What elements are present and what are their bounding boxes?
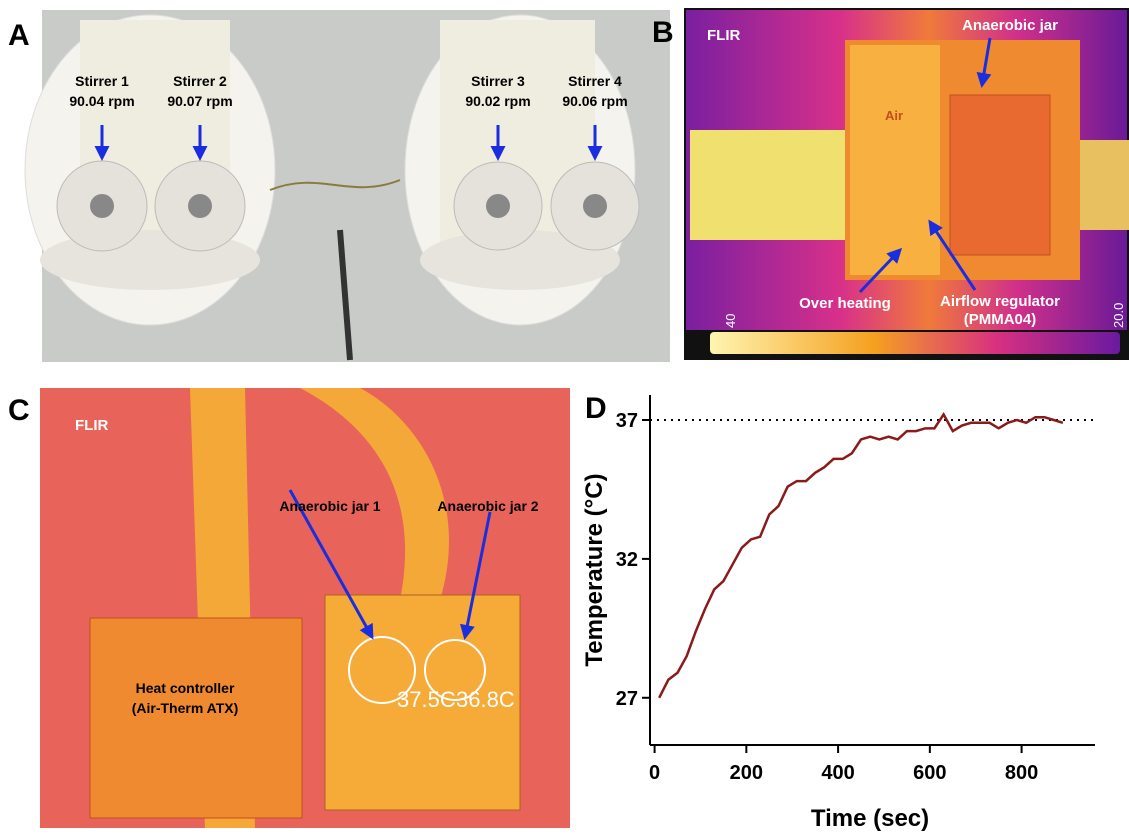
x-tick-label: 200: [730, 762, 763, 784]
annotation: Over heating: [799, 295, 891, 312]
stirrer-name: Stirrer 2: [173, 73, 227, 89]
brand-logo: FLIR: [75, 417, 108, 434]
stirrer-name: Stirrer 3: [471, 73, 525, 89]
annotation: Anaerobic jar: [962, 17, 1058, 34]
chart: 27 32 37 0 200 400 600 800: [616, 395, 1095, 784]
temperature-reading: 37.5C: [397, 687, 456, 712]
panel-label: B: [652, 16, 674, 49]
stirrer-speed: 90.06 rpm: [562, 93, 627, 109]
temperature-reading: 36.8C: [456, 687, 515, 712]
data-line: [659, 414, 1063, 697]
brand-logo: FLIR: [707, 27, 740, 44]
scale-label: 40: [723, 314, 738, 328]
x-axis-label: Time (sec): [811, 805, 929, 832]
stirrer-speed: 90.04 rpm: [69, 93, 134, 109]
stirrer-speed: 90.07 rpm: [167, 93, 232, 109]
figure: A Stirrer 1 90.04 rpm Stirrer 2 90.07 rp…: [0, 0, 1129, 836]
x-tick-label: 800: [1005, 762, 1038, 784]
y-tick-label: 32: [616, 549, 638, 571]
annotation: Heat controller: [136, 680, 235, 696]
annotation: Anaerobic jar 1: [279, 498, 380, 514]
annotation: (PMMA04): [964, 311, 1037, 328]
x-tick-label: 0: [649, 762, 660, 784]
x-tick-label: 600: [913, 762, 946, 784]
stirrer-name: Stirrer 1: [75, 73, 129, 89]
thermal-c: [40, 388, 570, 828]
panel-label: C: [8, 394, 30, 427]
stirrer-name: Stirrer 4: [568, 73, 622, 89]
y-axis-label: Temperature (°C): [581, 473, 608, 666]
panel-label: A: [8, 19, 30, 52]
y-tick-label: 37: [616, 410, 638, 432]
photo-a: [25, 10, 670, 362]
x-tick-label: 400: [821, 762, 854, 784]
panel-label: D: [585, 392, 607, 425]
stirrer-speed: 90.02 rpm: [465, 93, 530, 109]
annotation: Airflow regulator: [940, 293, 1060, 310]
annotation: Anaerobic jar 2: [437, 498, 538, 514]
scale-label: 20.0: [1111, 303, 1126, 328]
annotation: (Air-Therm ATX): [132, 700, 239, 716]
thermal-b: [684, 8, 1129, 360]
device-text: Air: [885, 108, 903, 123]
y-tick-label: 27: [616, 688, 638, 710]
